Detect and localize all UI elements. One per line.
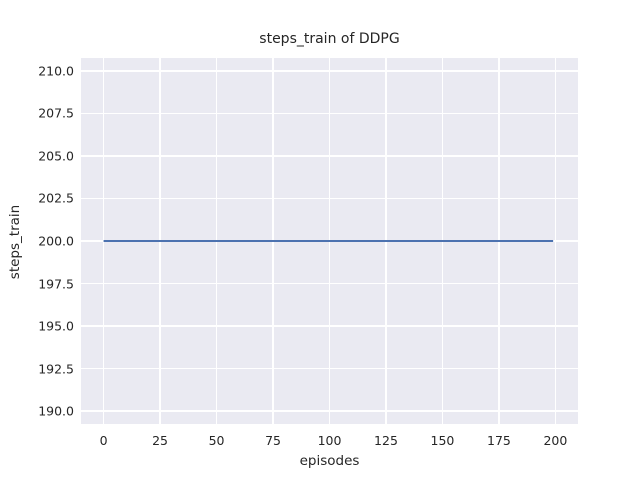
y-tick-label: 197.5 [38, 276, 74, 292]
x-tick-label: 125 [374, 433, 398, 448]
y-axis-label: steps_train [7, 204, 23, 280]
chart-title: steps_train of DDPG [259, 31, 400, 47]
y-tick-label: 207.5 [38, 105, 74, 121]
y-gridline [81, 325, 578, 327]
y-gridline [81, 112, 578, 115]
y-gridline [81, 70, 578, 72]
y-gridline [81, 155, 578, 157]
x-tick-label: 100 [317, 433, 342, 448]
y-gridline [81, 197, 578, 200]
y-tick-label: 200.0 [38, 233, 74, 249]
x-tick-label: 200 [543, 433, 568, 448]
y-tick-label: 195.0 [38, 318, 74, 334]
y-tick-label: 205.0 [38, 148, 74, 164]
y-tick-label: 202.5 [38, 190, 74, 206]
plot-area [81, 58, 578, 424]
x-tick-label: 75 [265, 433, 281, 448]
y-gridline [81, 410, 578, 412]
x-tick-label: 50 [208, 433, 225, 448]
y-gridline [81, 282, 578, 285]
x-axis-label: episodes [299, 453, 360, 469]
y-tick-label: 210.0 [38, 63, 74, 79]
x-tick-label: 150 [430, 433, 455, 448]
y-tick-label: 190.0 [38, 403, 74, 419]
x-tick-label: 175 [486, 433, 511, 448]
y-tick-label: 192.5 [38, 361, 74, 377]
y-gridline [81, 367, 578, 370]
x-tick-label: 0 [99, 433, 108, 448]
series-layer [103, 240, 554, 242]
x-tick-label: 25 [152, 433, 169, 448]
